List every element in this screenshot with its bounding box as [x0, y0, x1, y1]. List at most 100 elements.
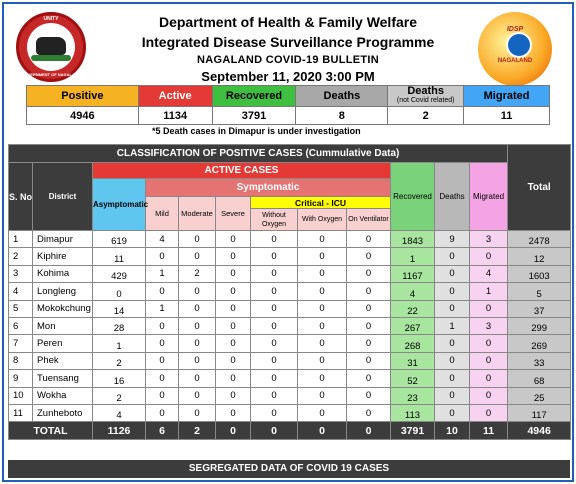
row-deaths: 0	[434, 351, 470, 371]
row-total: 5	[507, 282, 572, 301]
row-total: 33	[507, 351, 572, 371]
total-migrated: 11	[468, 421, 509, 441]
bulletin-title: NAGALAND COVID-19 BULLETIN	[197, 54, 379, 66]
mithun-icon	[36, 37, 66, 55]
row-severe: 0	[215, 386, 251, 405]
row-severe: 0	[215, 247, 251, 266]
row-mild: 0	[145, 351, 179, 371]
row-deaths: 0	[434, 334, 470, 353]
row-district: Mokokchung	[32, 299, 93, 318]
row-moderate: 0	[178, 369, 216, 388]
row-total: 25	[507, 386, 572, 405]
row-mild: 1	[145, 299, 179, 318]
row-without-oxygen: 0	[250, 247, 298, 266]
classification-section: CLASSIFICATION OF POSITIVE CASES (Cummul…	[7, 144, 572, 441]
active-cases-row: S. No District ACTIVE CASES Recovered De…	[8, 162, 571, 231]
row-deaths: 0	[434, 386, 470, 405]
total-moderate: 2	[178, 421, 216, 441]
row-migrated: 0	[468, 386, 509, 405]
row-mild: 0	[145, 403, 179, 423]
row-moderate: 2	[178, 264, 216, 284]
district-rows: 1 Dimapur 619 4 0 0 0 0 0 1843 9 3 2478 2 Kiphire 11 0 0 0…	[8, 229, 572, 423]
row-total: 1603	[507, 264, 572, 284]
row-recovered: 268	[390, 334, 435, 353]
row-without-oxygen: 0	[250, 386, 298, 405]
row-district: Kiphire	[32, 247, 93, 266]
row-severe: 0	[215, 229, 251, 249]
row-without-oxygen: 0	[250, 403, 298, 423]
row-asymptomatic: 16	[92, 369, 146, 388]
row-sno: 2	[8, 247, 33, 266]
row-with-oxygen: 0	[297, 299, 347, 318]
row-sno: 11	[8, 403, 33, 423]
summary-value-row: 4946 1134 3791 8 2 11	[26, 106, 550, 125]
row-without-oxygen: 0	[250, 334, 298, 353]
programme-title: Integrated Disease Surveillance Programm…	[141, 34, 435, 50]
row-ventilator: 0	[346, 386, 391, 405]
row-total: 37	[507, 299, 572, 318]
row-total: 12	[507, 247, 572, 266]
row-mild: 0	[145, 247, 179, 266]
symptomatic-header: Symptomatic	[145, 178, 391, 197]
row-mild: 0	[145, 334, 179, 353]
classification-title-row: CLASSIFICATION OF POSITIVE CASES (Cummul…	[7, 144, 572, 231]
logo-text-bottom: GOVERNMENT OF NAGALAND	[21, 72, 81, 77]
total-with-oxygen: 0	[297, 421, 347, 441]
row-recovered: 31	[390, 351, 435, 371]
row-deaths: 0	[434, 264, 470, 284]
total-total: 4946	[507, 421, 572, 441]
row-recovered: 23	[390, 386, 435, 405]
row-asymptomatic: 14	[92, 299, 146, 318]
total-severe: 0	[215, 421, 251, 441]
row-recovered: 113	[390, 403, 435, 423]
migrated-value: 11	[463, 106, 550, 125]
row-asymptomatic: 1	[92, 334, 146, 353]
row-without-oxygen: 0	[250, 299, 298, 318]
row-sno: 9	[8, 369, 33, 388]
row-district: Zunheboto	[32, 403, 93, 423]
row-moderate: 0	[178, 229, 216, 249]
symptomatic-row: Asymptomatic Symptomatic	[9, 178, 571, 231]
bulletin-date: September 11, 2020 3:00 PM	[201, 69, 375, 84]
deaths-nc-value: 2	[387, 106, 465, 125]
row-asymptomatic: 429	[92, 264, 146, 284]
deaths-value: 8	[295, 106, 389, 125]
row-severe: 0	[215, 264, 251, 284]
row-migrated: 0	[468, 299, 509, 318]
row-ventilator: 0	[346, 282, 391, 301]
row-severe: 0	[215, 369, 251, 388]
nagaland-government-logo: UNITY GOVERNMENT OF NAGALAND	[16, 12, 86, 82]
row-moderate: 0	[178, 386, 216, 405]
row-recovered: 267	[390, 316, 435, 336]
row-mild: 0	[145, 282, 179, 301]
row-moderate: 0	[178, 351, 216, 371]
row-mild: 0	[145, 369, 179, 388]
row-sno: 3	[8, 264, 33, 284]
row-district: Peren	[32, 334, 93, 353]
row-deaths: 0	[434, 299, 470, 318]
row-sno: 4	[8, 282, 33, 301]
table-row: 9 Tuensang 16 0 0 0 0 0 0 52 0 0 68	[8, 369, 572, 388]
row-sno: 5	[8, 299, 33, 318]
total-recovered: 3791	[390, 421, 435, 441]
row-ventilator: 0	[346, 369, 391, 388]
row-mild: 4	[145, 229, 179, 249]
row-asymptomatic: 28	[92, 316, 146, 336]
row-moderate: 0	[178, 403, 216, 423]
table-row: 2 Kiphire 11 0 0 0 0 0 0 1 0 0 12	[8, 247, 572, 266]
row-ventilator: 0	[346, 316, 391, 336]
table-row: 1 Dimapur 619 4 0 0 0 0 0 1843 9 3 2478	[8, 229, 572, 249]
row-district: Longleng	[32, 282, 93, 301]
row-recovered: 1	[390, 247, 435, 266]
row-district: Wokha	[32, 386, 93, 405]
table-row: 6 Mon 28 0 0 0 0 0 0 267 1 3 299	[8, 316, 572, 336]
row-recovered: 4	[390, 282, 435, 301]
migrated-header: Migrated	[468, 162, 509, 231]
row-migrated: 0	[468, 247, 509, 266]
migrated-label: Migrated	[463, 85, 550, 107]
row-sno: 6	[8, 316, 33, 336]
row-ventilator: 0	[346, 403, 391, 423]
row-ventilator: 0	[346, 299, 391, 318]
row-severe: 0	[215, 403, 251, 423]
row-total: 269	[507, 334, 572, 353]
